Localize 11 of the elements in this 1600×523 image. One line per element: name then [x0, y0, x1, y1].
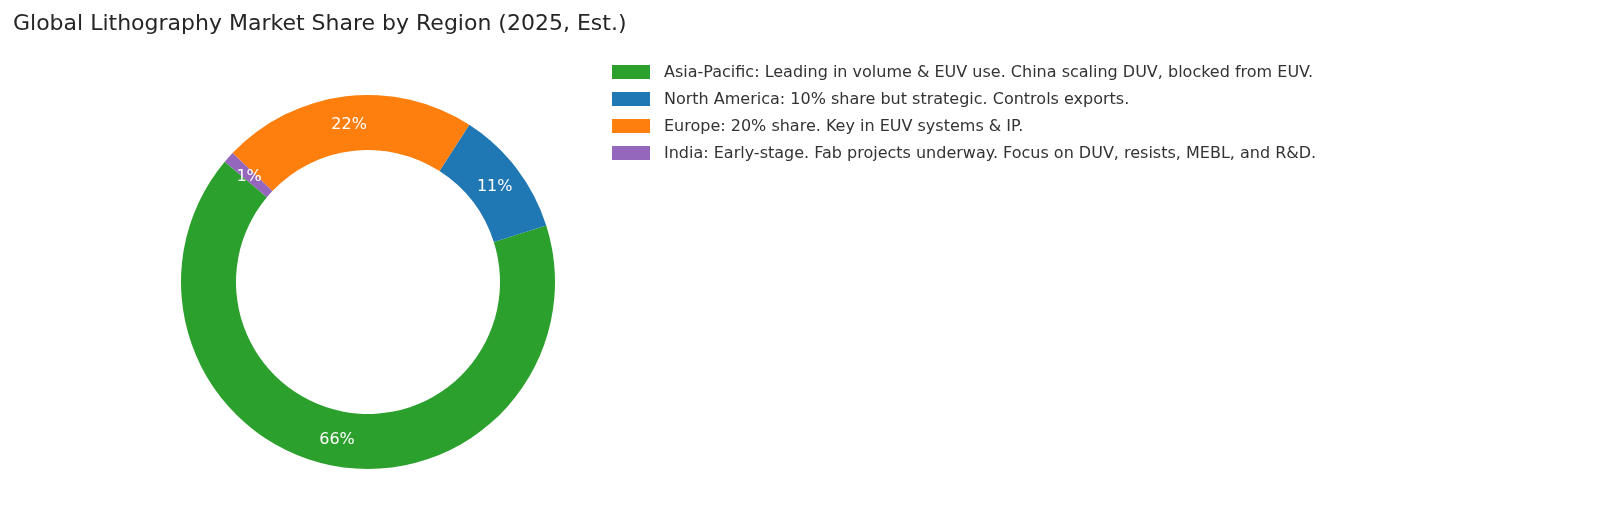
data-label: 66%	[319, 428, 355, 448]
data-label: 11%	[476, 175, 513, 195]
legend-label: India: Early-stage. Fab projects underway. Focus on DUV, resists, MEBL, and R&D.	[664, 143, 1317, 162]
legend-label: North America: 10% share but strategic. Controls exports.	[664, 89, 1130, 108]
legend-label: Europe: 20% share. Key in EUV systems & IP.	[664, 116, 1024, 135]
donut-slice	[439, 124, 547, 243]
chart-title: Global Lithography Market Share by Region (2025, Est.)	[13, 10, 627, 35]
legend-label: Asia-Pacific: Leading in volume & EUV use. China scaling DUV, blocked from EUV.	[664, 62, 1314, 81]
data-label: 22%	[331, 114, 367, 134]
donut-slice	[181, 161, 555, 469]
donut-slice	[232, 95, 470, 191]
